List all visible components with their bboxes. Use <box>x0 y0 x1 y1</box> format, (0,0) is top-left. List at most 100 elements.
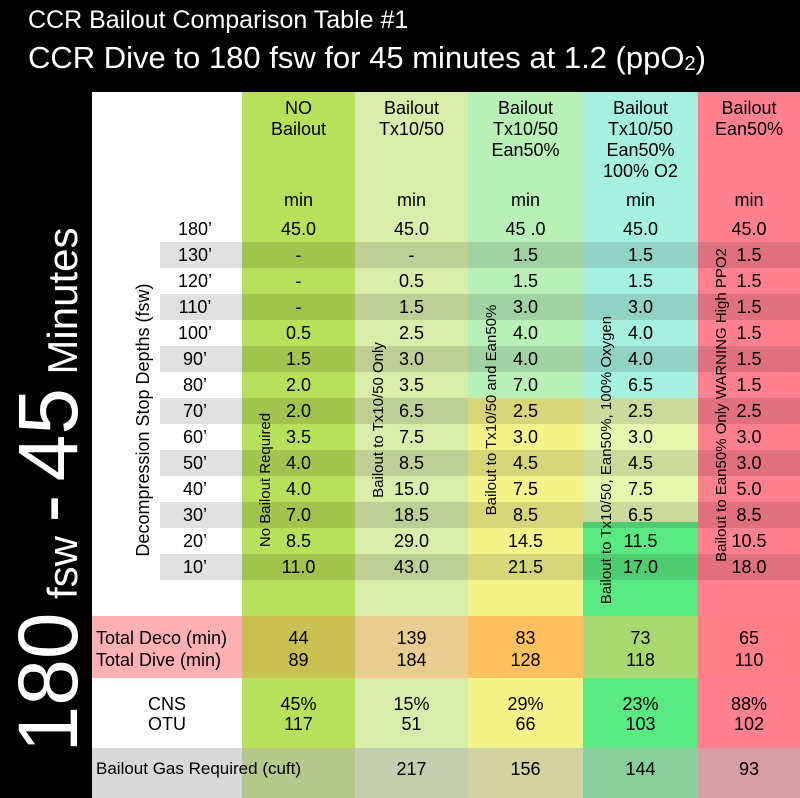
total-deco-value: 83 <box>515 628 536 648</box>
bailout-gas-value: 144 <box>625 759 656 779</box>
cns-value: 45% <box>280 694 317 714</box>
stop-value: 45.0 <box>393 219 430 239</box>
stop-value: 1.5 <box>398 297 425 317</box>
row-stripe <box>160 294 800 320</box>
cns-value: 15% <box>393 694 430 714</box>
stop-value: 3.0 <box>627 297 654 317</box>
stop-value: 4.5 <box>512 453 539 473</box>
stop-value: 1.5 <box>627 271 654 291</box>
stop-value: 6.5 <box>627 505 654 525</box>
column-note: Bailout to Tx10/50 and Ean50% <box>483 304 500 516</box>
title-line2: CCR Dive to 180 fsw for 45 minutes at 1.… <box>28 40 706 75</box>
column-header: Bailout <box>497 98 554 118</box>
bailout-gas-label-bg <box>92 748 242 798</box>
stop-value: 6.5 <box>627 375 654 395</box>
column-bg <box>698 92 800 616</box>
column-header: Tx10/50 <box>607 119 674 139</box>
stop-value: 3.0 <box>512 297 539 317</box>
stop-value: 10.5 <box>731 531 767 551</box>
cns-value: 29% <box>507 694 544 714</box>
total-dive-value: 184 <box>396 650 427 670</box>
stop-value: 3.5 <box>398 375 425 395</box>
stop-value: 2.5 <box>512 401 539 421</box>
depth-label: 130’ <box>177 245 213 265</box>
depth-label: 100’ <box>177 323 213 343</box>
stop-value: 1.5 <box>736 349 762 369</box>
otu-value: 103 <box>625 714 656 734</box>
stop-value: 11.0 <box>281 557 316 577</box>
depth-label: 70’ <box>182 401 208 421</box>
stop-value: 1.5 <box>285 349 312 369</box>
bailout-gas-value: 217 <box>396 759 427 779</box>
totals-bg <box>583 616 698 678</box>
row-stripe <box>160 450 800 476</box>
vertical-title: 180 fsw - 45 Minutes <box>1 227 95 753</box>
stop-value: 2.5 <box>398 323 425 343</box>
totals-bg <box>242 616 355 678</box>
total-dive-label: Total Dive (min) <box>96 650 222 670</box>
stop-value: 11.5 <box>623 531 658 551</box>
stop-value: 1.5 <box>627 245 654 265</box>
stop-value: 0.5 <box>285 323 312 343</box>
unit-label: min <box>510 190 540 210</box>
row-stripe <box>160 242 800 268</box>
column-bg <box>242 92 355 616</box>
bailout-gas-label: Bailout Gas Required (cuft) <box>96 759 302 778</box>
otu-label: OTU <box>148 714 186 734</box>
stop-value: 2.5 <box>736 401 762 421</box>
depth-label: 30’ <box>182 505 208 525</box>
column-bg <box>468 92 583 398</box>
stop-value: 4.0 <box>285 453 312 473</box>
depth-label: 20’ <box>182 531 208 551</box>
column-header: 100% O2 <box>602 161 679 181</box>
cns-value: 88% <box>730 694 768 714</box>
stop-value: 18.0 <box>731 557 767 577</box>
stop-value: 45.0 <box>731 219 767 239</box>
stop-value: 3.0 <box>736 453 762 473</box>
unit-label: min <box>396 190 426 210</box>
axis-label: Decompression Stop Depths (fsw) <box>133 283 153 557</box>
column-note: Bailout to Tx10/50 Only <box>370 342 387 498</box>
column-bg <box>583 92 698 398</box>
unit-label: min <box>625 190 655 210</box>
stop-value: 8.5 <box>398 453 425 473</box>
depth-label: 90’ <box>182 349 208 369</box>
column-header: Ean50% <box>606 140 675 160</box>
depth-label: 40’ <box>182 479 208 499</box>
stop-value: 8.5 <box>285 531 312 551</box>
stop-value: 2.5 <box>627 401 654 421</box>
otu-value: 102 <box>733 714 765 734</box>
total-dive-value: 89 <box>288 650 309 670</box>
depth-label: 50’ <box>182 453 208 473</box>
totals-bg <box>355 616 468 678</box>
stop-value: 4.0 <box>627 323 654 343</box>
stop-value: 45.0 <box>622 219 659 239</box>
column-bg <box>583 398 698 522</box>
stop-value: 1.5 <box>736 297 762 317</box>
stop-value: 7.5 <box>398 427 425 447</box>
stop-value: 4.0 <box>627 349 654 369</box>
depth-label: 180’ <box>177 219 213 239</box>
unit-label: min <box>734 190 764 210</box>
stop-value: 3.0 <box>736 427 762 447</box>
stop-value: 7.5 <box>627 479 654 499</box>
column-note: No Bailout Required <box>257 412 274 548</box>
stop-value: 3.0 <box>398 349 425 369</box>
stop-value: 7.0 <box>285 505 312 525</box>
unit-label: min <box>283 190 313 210</box>
total-deco-value: 65 <box>738 628 760 648</box>
stop-value: 1.5 <box>512 245 539 265</box>
bailout-gas-value: 156 <box>510 759 541 779</box>
depth-label: 110’ <box>178 297 212 317</box>
stop-value: 7.5 <box>512 479 539 499</box>
column-header: Tx10/50 <box>378 119 445 139</box>
totals-bg <box>468 616 583 678</box>
stop-value: 4.0 <box>512 349 539 369</box>
total-dive-value: 128 <box>510 650 541 670</box>
column-header: NO <box>285 98 312 118</box>
column-bg <box>468 398 583 616</box>
stop-value: 5.0 <box>736 479 762 499</box>
cns-label-bg <box>92 678 242 748</box>
stop-value: 1.5 <box>736 271 762 291</box>
stop-value: 4.5 <box>627 453 654 473</box>
